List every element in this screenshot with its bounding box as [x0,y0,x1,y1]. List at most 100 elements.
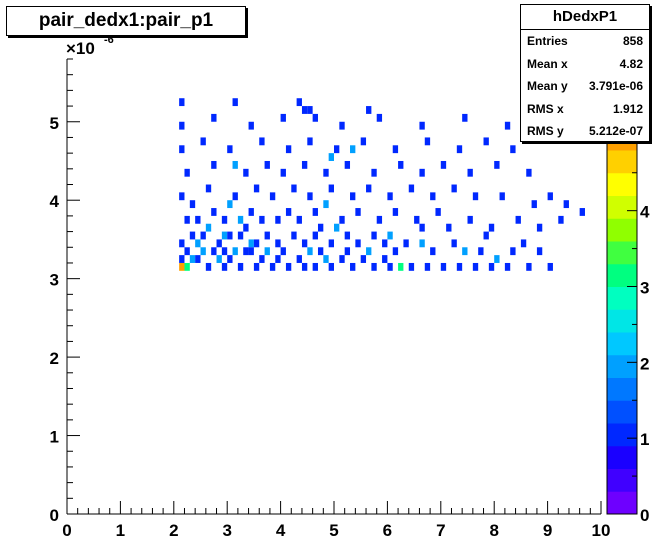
x-tick-label: 5 [329,521,338,540]
heatmap-cell [269,192,276,201]
heatmap-cell [387,192,393,201]
heatmap-cell [307,137,313,146]
heatmap-cell [301,160,308,169]
y-tick-label: 0 [50,506,59,525]
y-exponent-label: ×10 [66,39,95,58]
heatmap-cell [189,255,196,263]
y-exponent-power: -6 [104,34,114,46]
heatmap-cell [227,145,233,154]
heatmap-cell [264,247,270,256]
heatmap-cell [344,160,351,169]
stats-value: 5.212e-07 [588,124,643,139]
heatmap-cell [419,168,425,177]
heatmap-cell [216,239,222,248]
heatmap-cell [435,208,441,216]
heatmap-cell [403,239,409,248]
heatmap-cell [275,215,281,224]
heatmap-cell [227,255,233,263]
heatmap-cell [360,255,367,263]
heatmap-cell [264,160,270,169]
heatmap-cell [328,184,334,193]
heatmap-cell [296,215,302,224]
stats-label: Mean x [527,56,568,71]
heatmap-cell [526,262,532,271]
heatmap-cell [301,262,308,271]
heatmap-cell [467,215,473,224]
heatmap-cell [515,215,521,224]
heatmap-cell [392,208,399,216]
heatmap-cell [462,113,468,122]
heatmap-cell [312,208,318,216]
heatmap-cell [350,145,356,154]
stats-value: 4.82 [619,56,643,71]
heatmap-cell [350,192,356,201]
heatmap-cell [179,192,185,201]
heatmap-cell [232,192,238,201]
heatmap-cell [269,262,276,271]
heatmap-cell [291,184,297,193]
heatmap-cell [536,223,543,232]
heatmap-cell [462,247,468,256]
x-tick-label: 3 [222,521,231,540]
palette-segment [607,218,637,242]
palette-tick-label: 1 [640,430,649,449]
heatmap-cell [398,160,404,169]
heatmap-cell [424,137,431,146]
heatmap-cell [344,231,351,240]
heatmap-cell [285,262,292,271]
heatmap-cell [179,121,185,130]
axes: 0 1 2 3 4 5 6 7 8 9 10 0 1 2 3 4 5 [50,58,610,540]
heatmap-cell [227,231,233,240]
heatmap-cell [424,262,431,271]
heatmap-cell [328,239,334,248]
heatmap-cell [494,160,500,169]
heatmap-cell [248,121,254,130]
heatmap-cell [483,231,489,240]
heatmap-cell [243,168,249,177]
y-tick-label: 5 [50,114,59,133]
heatmap-cell [211,247,217,256]
heatmap-cell [259,137,265,146]
heatmap-cell [451,239,457,248]
palette-segment [607,150,637,174]
heatmap-cell [237,262,244,271]
palette-segment [607,263,637,287]
heatmap-cell [248,208,254,216]
palette-segment [607,468,637,492]
heatmap-cell [296,98,302,107]
heatmap-cell [366,247,372,256]
heatmap-cell [184,215,190,224]
stats-row-rms-x: RMS x 1.912 [521,98,649,121]
heatmap-cell [371,262,377,271]
stats-row-mean-x: Mean x 4.82 [521,53,649,76]
heatmap-cell [280,113,286,122]
heatmap-cell [344,247,351,256]
heatmap-cell [520,239,527,248]
heatmap-cell [392,247,399,256]
heatmap-cell [227,200,233,209]
palette-segment [607,286,637,310]
palette-segment [607,377,637,401]
heatmap-cell [355,239,361,248]
heatmap-cell [456,145,463,154]
heatmap-cell [280,168,286,177]
heatmap-cell [414,215,420,224]
heatmap-cell [328,153,334,161]
y-tick-label: 2 [50,349,59,368]
heatmap-cell [430,192,436,201]
heatmap-cell [430,247,436,256]
heatmap-cell [285,145,292,154]
heatmap-cell [547,262,553,271]
heatmap-cell [237,231,244,240]
heatmap-cell [339,255,345,263]
heatmap-cell [536,247,543,256]
palette-segment [607,172,637,196]
stats-row-rms-y: RMS y 5.212e-07 [521,120,649,143]
heatmap-cell [301,239,308,248]
heatmap-cell [205,262,212,271]
heatmap-cell [195,255,201,263]
heatmap-cell [264,231,270,240]
heatmap-cell [221,231,228,240]
heatmap-cell [499,192,505,201]
heatmap-cell [488,262,495,271]
